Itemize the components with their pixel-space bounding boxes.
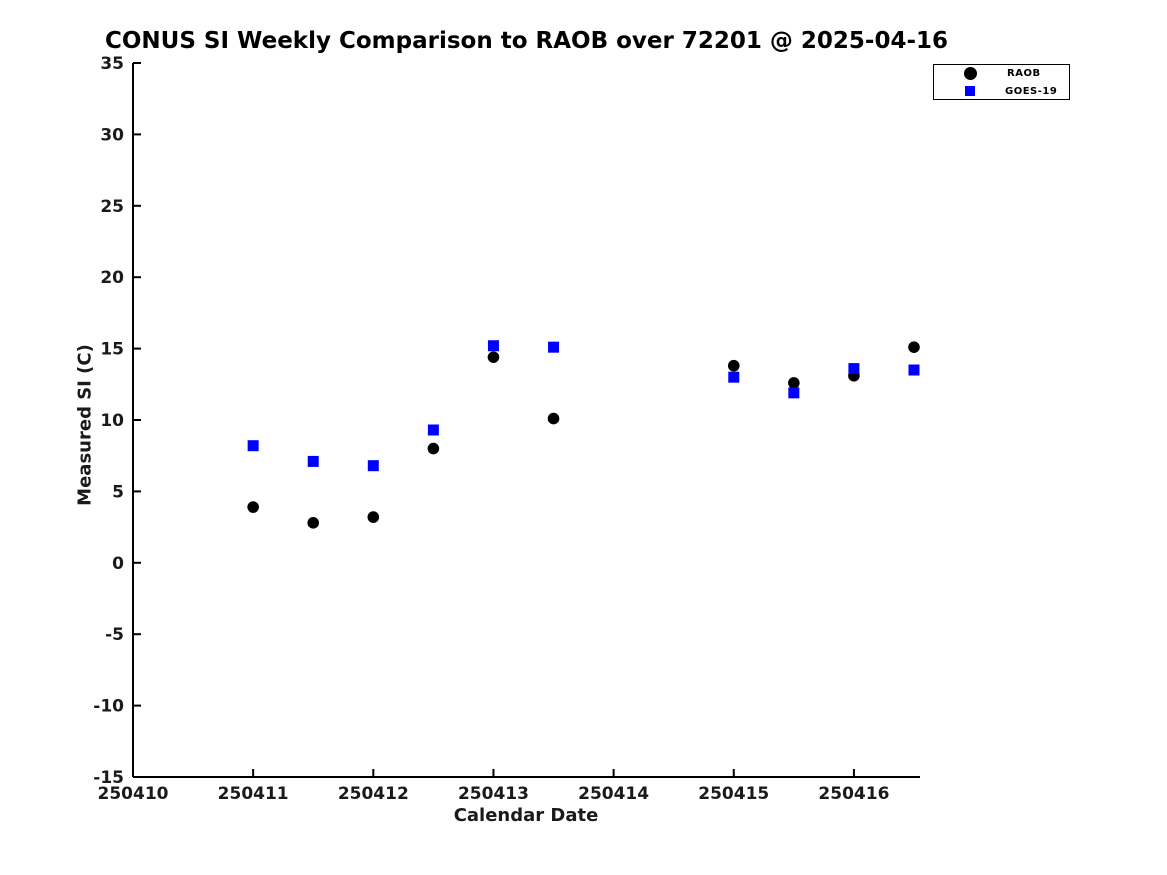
x-axis-tick-label: 250410 [98,784,169,804]
legend-label-raob: RAOB [1007,67,1041,79]
data-point-raob [547,412,560,425]
y-axis-tick-label: -15 [93,768,124,788]
data-point-goes-19 [427,424,439,436]
y-axis-tick-label: -5 [105,625,124,645]
chart-title: CONUS SI Weekly Comparison to RAOB over … [104,28,948,54]
data-point-goes-19 [487,340,499,352]
data-point-raob [487,351,500,363]
data-point-raob [307,517,320,529]
x-axis-tick-label: 250411 [218,784,289,804]
y-axis-tick-label: 20 [100,268,124,288]
data-point-raob [247,501,259,513]
y-axis-tick-label: 35 [100,54,124,74]
x-axis-tick-label: 250414 [578,784,649,804]
data-point-goes-19 [367,460,379,472]
raob-circle-marker-icon [964,66,977,80]
goes19-square-marker-icon [965,86,975,96]
data-point-raob [427,442,440,455]
data-point-goes-19 [548,341,560,353]
x-axis-tick-label: 250412 [338,784,409,804]
data-point-goes-19 [728,371,740,383]
legend: RAOB GOES-19 [933,64,1070,100]
y-axis-tick-label: -10 [93,697,124,717]
data-point-raob [367,511,380,523]
y-axis-tick-label: 15 [100,340,124,360]
y-axis-tick-label: 30 [100,125,124,145]
y-axis-tick-label: 10 [100,411,124,431]
data-point-raob [908,341,920,353]
data-point-goes-19 [848,363,860,375]
legend-item-raob: RAOB [934,65,1069,81]
legend-item-goes19: GOES-19 [934,83,1069,99]
legend-label-goes19: GOES-19 [1005,85,1058,97]
x-axis-tick-label: 250416 [818,784,889,804]
x-axis-label: Calendar Date [453,805,599,826]
y-axis-tick-label: 0 [112,554,124,574]
x-axis-tick-label: 250415 [698,784,769,804]
data-point-goes-19 [307,455,319,467]
data-point-raob [727,359,740,372]
y-axis-label: Measured SI (C) [74,344,96,506]
x-axis-tick-label: 250413 [458,784,529,804]
y-axis-tick-label: 5 [112,482,124,502]
data-point-goes-19 [788,387,800,399]
data-point-raob [788,377,800,389]
y-axis-tick-label: 25 [100,197,124,217]
data-point-goes-19 [908,364,920,376]
data-point-goes-19 [247,440,259,452]
